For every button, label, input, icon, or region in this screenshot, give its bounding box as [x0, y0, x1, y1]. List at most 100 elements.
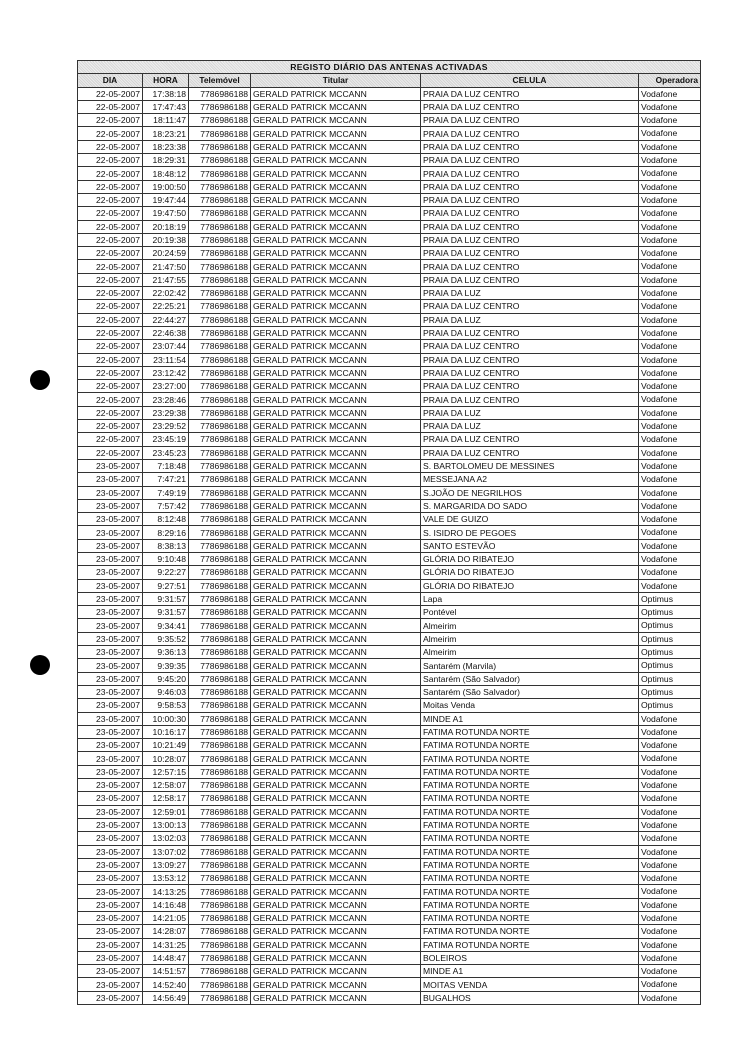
operator-cell: Optimus [638, 605, 701, 620]
table-row: 23-05-2007 7:18:48 7786986188 GERALD PATRIC… [77, 458, 701, 474]
time-cell: 13:09:27 [142, 857, 189, 873]
date-cell: 22-05-2007 [77, 259, 143, 274]
date-cell: 22-05-2007 [77, 365, 143, 381]
cell-site-cell: GLÓRIA DO RIBATEJO [420, 578, 639, 593]
operator-cell: Vodafone [638, 365, 701, 381]
cell-site-cell: FATIMA ROTUNDA NORTE [420, 724, 639, 740]
table-row: 23-05-2007 9:10:48 7786986188 GERALD PATRIC… [77, 551, 701, 567]
table-row: 22-05-2007 22:02:42 7786986188 GERALD PATRI… [77, 286, 701, 301]
time-cell: 20:24:59 [142, 246, 189, 261]
holder-cell: GERALD PATRICK MCCANN [250, 166, 421, 181]
date-cell: 22-05-2007 [77, 99, 143, 115]
holder-cell: GERALD PATRICK MCCANN [250, 272, 421, 288]
cell-site-cell: FATIMA ROTUNDA NORTE [420, 831, 639, 846]
phone-cell: 7786986188 [188, 844, 251, 859]
date-cell: 23-05-2007 [77, 485, 143, 500]
time-cell: 22:46:38 [142, 325, 189, 341]
cell-site-cell: Santarém (Marvila) [420, 658, 639, 673]
table-row: 23-05-2007 12:58:17 7786986188 GERALD PATRI… [77, 791, 701, 806]
phone-cell: 7786986188 [188, 166, 251, 181]
table-row: 22-05-2007 22:25:21 7786986188 GERALD PATRI… [77, 299, 701, 314]
phone-cell: 7786986188 [188, 432, 251, 447]
table-row: 22-05-2007 19:47:50 7786986188 GERALD PATRI… [77, 206, 701, 221]
holder-cell: GERALD PATRICK MCCANN [250, 857, 421, 873]
time-cell: 23:28:46 [142, 392, 189, 407]
date-cell: 22-05-2007 [77, 392, 143, 407]
holder-cell: GERALD PATRICK MCCANN [250, 312, 421, 327]
holder-cell: GERALD PATRICK MCCANN [250, 419, 421, 434]
holder-cell: GERALD PATRICK MCCANN [250, 286, 421, 301]
operator-cell: Vodafone [638, 472, 701, 487]
holder-cell: GERALD PATRICK MCCANN [250, 764, 421, 780]
operator-cell: Vodafone [638, 844, 701, 859]
header-dia: DIA [77, 73, 143, 88]
phone-cell: 7786986188 [188, 698, 251, 713]
operator-cell: Vodafone [638, 751, 701, 766]
cell-site-cell: PRAIA DA LUZ CENTRO [420, 352, 639, 367]
time-cell: 9:27:51 [142, 578, 189, 593]
time-cell: 7:18:48 [142, 458, 189, 474]
cell-site-cell: FATIMA ROTUNDA NORTE [420, 910, 639, 926]
time-cell: 17:38:18 [142, 86, 189, 101]
holder-cell: GERALD PATRICK MCCANN [250, 139, 421, 155]
holder-cell: GERALD PATRICK MCCANN [250, 339, 421, 354]
time-cell: 7:57:42 [142, 498, 189, 514]
holder-cell: GERALD PATRICK MCCANN [250, 512, 421, 527]
operator-cell: Vodafone [638, 937, 701, 952]
operator-cell: Optimus [638, 684, 701, 700]
holder-cell: GERALD PATRICK MCCANN [250, 246, 421, 261]
time-cell: 9:45:20 [142, 671, 189, 686]
holder-cell: GERALD PATRICK MCCANN [250, 751, 421, 766]
table-row: 23-05-2007 7:49:19 7786986188 GERALD PATRIC… [77, 485, 701, 500]
operator-cell: Vodafone [638, 565, 701, 580]
holder-cell: GERALD PATRICK MCCANN [250, 472, 421, 487]
time-cell: 22:02:42 [142, 286, 189, 301]
operator-cell: Vodafone [638, 485, 701, 500]
table-row: 22-05-2007 23:29:52 7786986188 GERALD PATRI… [77, 419, 701, 434]
phone-cell: 7786986188 [188, 605, 251, 620]
table-row: 23-05-2007 14:28:07 7786986188 GERALD PATRI… [77, 924, 701, 939]
cell-site-cell: PRAIA DA LUZ CENTRO [420, 259, 639, 274]
operator-cell: Optimus [638, 591, 701, 607]
phone-cell: 7786986188 [188, 857, 251, 873]
table-row: 23-05-2007 9:31:57 7786986188 GERALD PATRIC… [77, 605, 701, 620]
holder-cell: GERALD PATRICK MCCANN [250, 352, 421, 367]
operator-cell: Vodafone [638, 778, 701, 793]
time-cell: 10:28:07 [142, 751, 189, 766]
holder-cell: GERALD PATRICK MCCANN [250, 565, 421, 580]
cell-site-cell: MINDE A1 [420, 964, 639, 979]
cell-site-cell: FATIMA ROTUNDA NORTE [420, 804, 639, 819]
table-row: 23-05-2007 13:07:02 7786986188 GERALD PATRI… [77, 844, 701, 859]
cell-site-cell: FATIMA ROTUNDA NORTE [420, 738, 639, 753]
operator-cell: Optimus [638, 618, 701, 633]
operator-cell: Vodafone [638, 445, 701, 460]
operator-cell: Vodafone [638, 924, 701, 939]
cell-site-cell: BOLEIROS [420, 950, 639, 966]
phone-cell: 7786986188 [188, 565, 251, 580]
phone-cell: 7786986188 [188, 126, 251, 141]
table-row: 23-05-2007 9:31:57 7786986188 GERALD PATRIC… [77, 591, 701, 607]
table-row: 23-05-2007 9:45:20 7786986188 GERALD PATRIC… [77, 671, 701, 686]
holder-cell: GERALD PATRICK MCCANN [250, 538, 421, 553]
phone-cell: 7786986188 [188, 86, 251, 101]
holder-cell: GERALD PATRICK MCCANN [250, 645, 421, 660]
date-cell: 22-05-2007 [77, 286, 143, 301]
time-cell: 14:31:25 [142, 937, 189, 952]
holder-cell: GERALD PATRICK MCCANN [250, 605, 421, 620]
operator-cell: Optimus [638, 658, 701, 673]
operator-cell: Vodafone [638, 246, 701, 261]
table-row: 23-05-2007 10:16:17 7786986188 GERALD PATRI… [77, 724, 701, 740]
phone-cell: 7786986188 [188, 472, 251, 487]
date-cell: 23-05-2007 [77, 671, 143, 686]
phone-cell: 7786986188 [188, 724, 251, 740]
table-row: 22-05-2007 20:24:59 7786986188 GERALD PATRI… [77, 246, 701, 261]
cell-site-cell: S.JOÃO DE NEGRILHOS [420, 485, 639, 500]
holder-cell: GERALD PATRICK MCCANN [250, 365, 421, 381]
table-row: 23-05-2007 7:57:42 7786986188 GERALD PATRIC… [77, 498, 701, 514]
table-row: 23-05-2007 9:58:53 7786986188 GERALD PATRIC… [77, 698, 701, 713]
table-row: 23-05-2007 14:16:48 7786986188 GERALD PATRI… [77, 897, 701, 913]
time-cell: 13:07:02 [142, 844, 189, 859]
cell-site-cell: PRAIA DA LUZ CENTRO [420, 179, 639, 194]
operator-cell: Optimus [638, 631, 701, 647]
date-cell: 23-05-2007 [77, 924, 143, 939]
